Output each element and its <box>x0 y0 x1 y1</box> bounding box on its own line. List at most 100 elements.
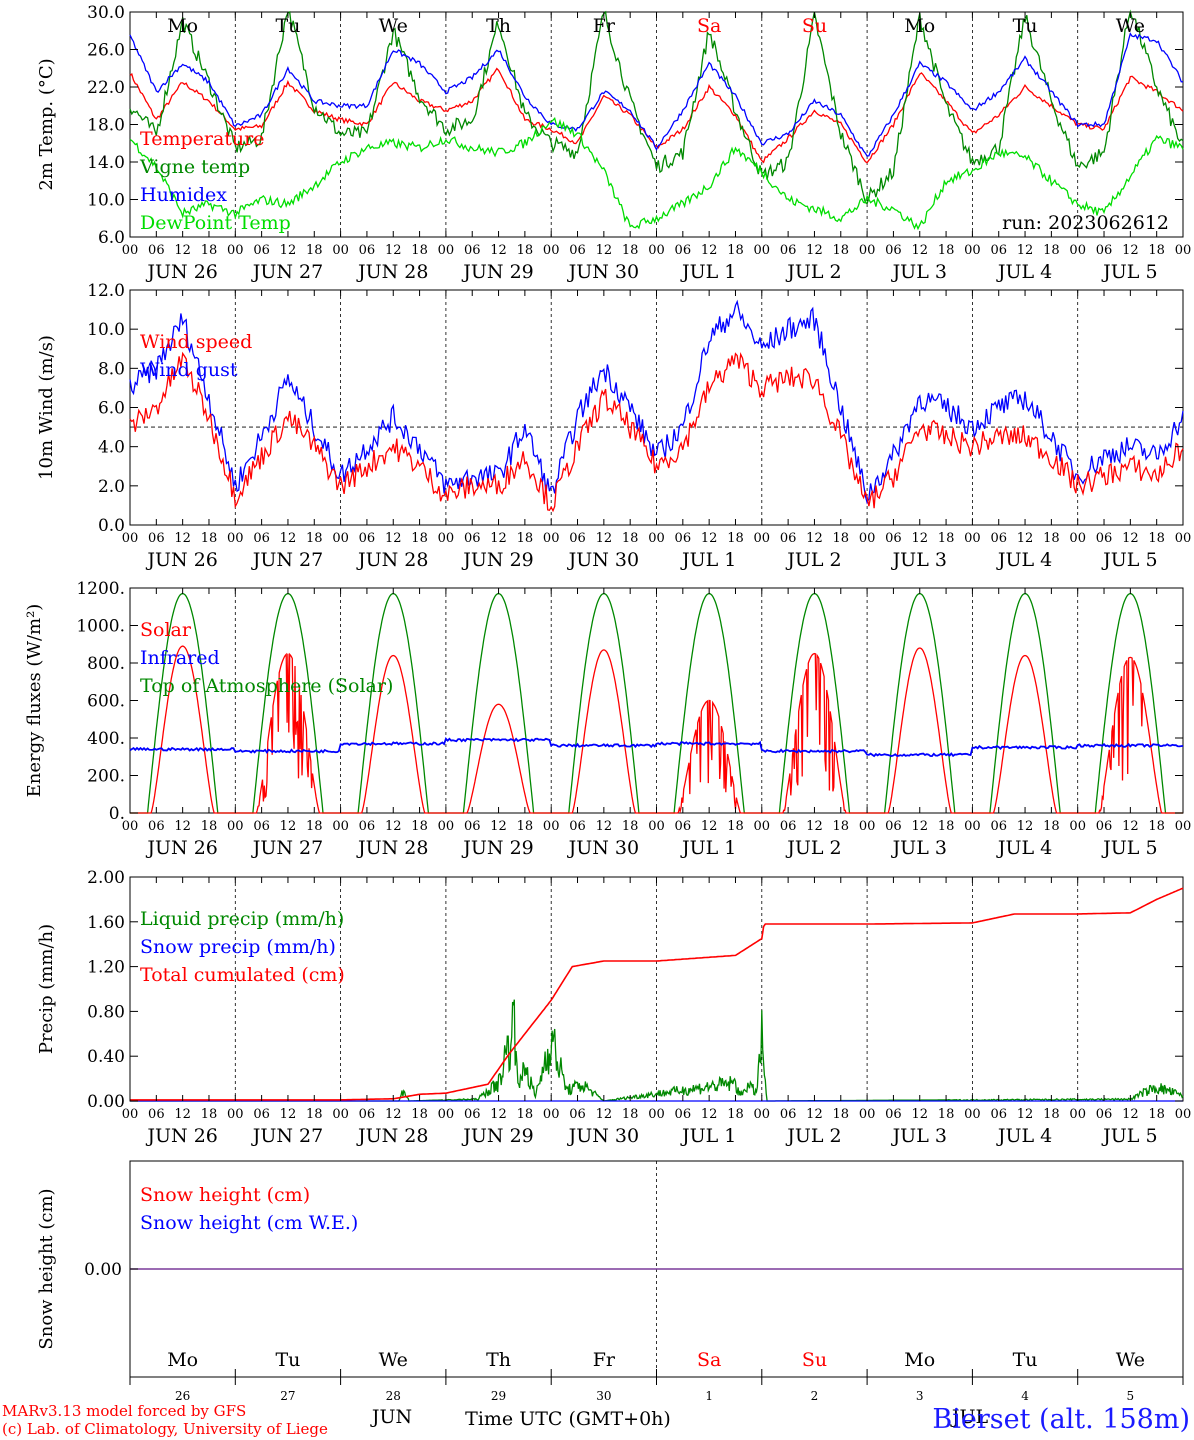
hour-tick-label: 06 <box>464 531 481 546</box>
hour-tick-label: 00 <box>332 531 349 546</box>
legend-entry: DewPoint Temp <box>140 212 291 234</box>
hour-tick-label: 06 <box>359 531 376 546</box>
hour-tick-label: 12 <box>490 243 507 258</box>
hour-tick-label: 00 <box>1175 243 1192 258</box>
day-number-label: 27 <box>280 1389 295 1403</box>
date-label: JUN 27 <box>251 1125 323 1147</box>
precip-tick-label: 1.20 <box>87 958 125 978</box>
weekday-label: Tu <box>1013 15 1038 37</box>
hour-tick-label: 06 <box>675 819 692 834</box>
legend-entry: Top of Atmosphere (Solar) <box>140 675 393 697</box>
hour-tick-label: 18 <box>201 243 218 258</box>
date-label: JUN 26 <box>145 1125 217 1147</box>
date-label: JUN 28 <box>356 837 428 859</box>
hour-tick-label: 06 <box>1096 531 1113 546</box>
hour-tick-label: 06 <box>780 531 797 546</box>
hour-tick-label: 12 <box>911 1107 928 1122</box>
wind-tick-label: 2.0 <box>98 477 125 497</box>
hour-tick-label: 18 <box>833 1107 850 1122</box>
hour-tick-label: 12 <box>701 531 718 546</box>
legend-entry: Liquid precip (mm/h) <box>140 908 344 930</box>
hour-tick-label: 00 <box>438 1107 455 1122</box>
credit-line-1: MARv3.13 model forced by GFS <box>2 1402 246 1420</box>
weekday-label: Fr <box>593 15 616 37</box>
date-label: JUL 3 <box>891 261 947 283</box>
hour-tick-label: 12 <box>490 531 507 546</box>
hour-tick-label: 06 <box>1096 819 1113 834</box>
hour-tick-label: 18 <box>833 531 850 546</box>
date-label: JUN 28 <box>356 549 428 571</box>
hour-tick-label: 18 <box>411 1107 428 1122</box>
hour-tick-label: 12 <box>911 243 928 258</box>
hour-tick-label: 00 <box>859 819 876 834</box>
hour-tick-label: 18 <box>622 243 639 258</box>
hour-tick-label: 00 <box>122 531 139 546</box>
weekday-label: Th <box>486 1349 511 1371</box>
date-label: JUL 1 <box>680 1125 736 1147</box>
date-label: JUL 5 <box>1101 1125 1157 1147</box>
hour-tick-label: 18 <box>306 1107 323 1122</box>
hour-tick-label: 06 <box>990 1107 1007 1122</box>
hour-tick-label: 00 <box>754 531 771 546</box>
hour-tick-label: 12 <box>701 1107 718 1122</box>
legend-entry: Vigne temp <box>139 156 250 178</box>
legend-entry: Solar <box>140 619 192 641</box>
weekday-label: Tu <box>275 15 300 37</box>
hour-tick-label: 12 <box>806 531 823 546</box>
legend-entry: Temperature <box>140 128 264 150</box>
hour-tick-label: 18 <box>201 819 218 834</box>
weekday-label: Th <box>486 15 511 37</box>
date-label: JUN 30 <box>567 261 639 283</box>
hour-tick-label: 00 <box>1069 531 1086 546</box>
legend-entry: Infrared <box>140 647 220 669</box>
weekday-label: We <box>379 15 408 37</box>
run-annotation: run: 2023062612 <box>1002 212 1169 234</box>
date-label: JUN 29 <box>461 261 533 283</box>
date-label: JUL 2 <box>785 1125 841 1147</box>
wind-tick-label: 10.0 <box>87 320 125 340</box>
hour-tick-label: 12 <box>280 819 297 834</box>
weekday-label: We <box>1116 15 1145 37</box>
date-label: JUN 27 <box>251 837 323 859</box>
date-label: JUN 26 <box>145 261 217 283</box>
hour-tick-label: 18 <box>306 819 323 834</box>
day-number-label: 26 <box>175 1389 190 1403</box>
hour-tick-label: 00 <box>859 243 876 258</box>
hour-tick-label: 06 <box>359 1107 376 1122</box>
hour-tick-label: 06 <box>675 243 692 258</box>
hour-tick-label: 12 <box>490 819 507 834</box>
hour-tick-label: 00 <box>122 243 139 258</box>
temp-tick-label: 22.0 <box>87 78 125 98</box>
hour-tick-label: 06 <box>885 819 902 834</box>
date-label: JUL 2 <box>785 549 841 571</box>
hour-tick-label: 18 <box>727 1107 744 1122</box>
hour-tick-label: 06 <box>464 1107 481 1122</box>
hour-tick-label: 06 <box>885 1107 902 1122</box>
hour-tick-label: 06 <box>885 531 902 546</box>
hour-tick-label: 18 <box>833 243 850 258</box>
date-label: JUN 29 <box>461 837 533 859</box>
hour-tick-label: 06 <box>569 1107 586 1122</box>
temp-tick-label: 30.0 <box>87 3 125 23</box>
date-label: JUL 1 <box>680 261 736 283</box>
hour-tick-label: 00 <box>648 1107 665 1122</box>
date-label: JUN 30 <box>567 549 639 571</box>
date-label: JUL 5 <box>1101 261 1157 283</box>
day-number-label: 2 <box>811 1389 819 1403</box>
hour-tick-label: 12 <box>1122 1107 1139 1122</box>
hour-tick-label: 12 <box>701 243 718 258</box>
legend-entry: Snow precip (mm/h) <box>140 936 336 958</box>
hour-tick-label: 00 <box>754 819 771 834</box>
date-label: JUL 1 <box>680 837 736 859</box>
weekday-label: Fr <box>593 1349 616 1371</box>
hour-tick-label: 18 <box>622 819 639 834</box>
date-label: JUN 30 <box>567 1125 639 1147</box>
hour-tick-label: 00 <box>964 531 981 546</box>
date-label: JUL 5 <box>1101 837 1157 859</box>
hour-tick-label: 00 <box>227 1107 244 1122</box>
energy-tick-label: 1000. <box>76 617 125 637</box>
legend-entry: Wind gust <box>140 359 238 381</box>
weekday-label: We <box>379 1349 408 1371</box>
hour-tick-label: 18 <box>411 531 428 546</box>
date-label: JUN 27 <box>251 261 323 283</box>
